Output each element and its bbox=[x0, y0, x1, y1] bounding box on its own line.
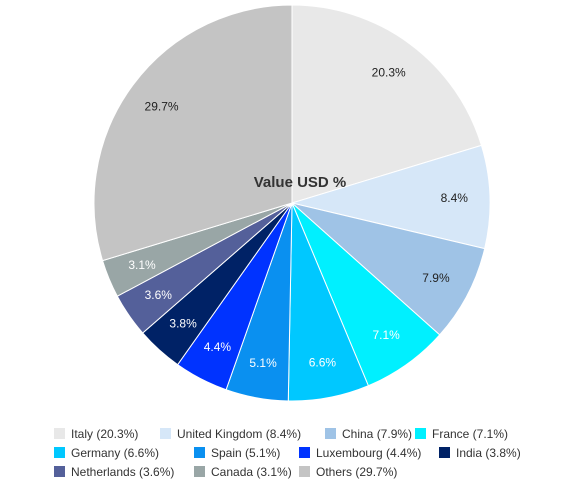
legend-item-china[interactable]: China (7.9%) bbox=[325, 427, 415, 441]
legend-row: Netherlands (3.6%) Canada (3.1%) Others … bbox=[54, 462, 574, 481]
legend-swatch bbox=[415, 428, 426, 439]
legend-swatch bbox=[54, 447, 65, 458]
legend-swatch bbox=[194, 466, 205, 477]
legend-swatch bbox=[160, 428, 171, 439]
legend-row: Germany (6.6%) Spain (5.1%) Luxembourg (… bbox=[54, 443, 574, 462]
legend-swatch bbox=[325, 428, 336, 439]
pie-slices bbox=[93, 4, 491, 402]
legend-swatch bbox=[54, 428, 65, 439]
slice-label-italy: 20.3% bbox=[372, 66, 406, 80]
legend-item-luxembourg[interactable]: Luxembourg (4.4%) bbox=[299, 446, 439, 460]
slice-labels: 20.3% 8.4% 7.9% 7.1% 6.6% 5.1% 4.4% 3.8% 3.6% 3.1… bbox=[128, 66, 468, 370]
pie-slice-italy[interactable] bbox=[291, 4, 483, 204]
legend-label: Luxembourg (4.4%) bbox=[316, 445, 422, 460]
legend-item-france[interactable]: France (7.1%) bbox=[415, 427, 565, 441]
slice-label-france: 7.1% bbox=[373, 328, 401, 342]
legend-label: Germany (6.6%) bbox=[71, 445, 160, 460]
legend-label: Italy (20.3%) bbox=[71, 426, 139, 441]
legend-label: Netherlands (3.6%) bbox=[71, 464, 175, 479]
pie-chart: 20.3% 8.4% 7.9% 7.1% 6.6% 5.1% 4.4% 3.8% 3.6% 3.1… bbox=[93, 4, 491, 402]
legend-label: Others (29.7%) bbox=[316, 464, 398, 479]
slice-label-spain: 5.1% bbox=[249, 356, 277, 370]
slice-label-luxembourg: 4.4% bbox=[204, 340, 232, 354]
pie-slice-others[interactable] bbox=[93, 4, 293, 262]
slice-label-india: 3.8% bbox=[169, 316, 197, 330]
chart-title: Value USD % bbox=[254, 174, 347, 191]
pie-slice-china[interactable] bbox=[291, 202, 486, 336]
slice-label-china: 7.9% bbox=[422, 271, 450, 285]
legend-item-canada[interactable]: Canada (3.1%) bbox=[194, 465, 299, 479]
legend-swatch bbox=[439, 447, 450, 458]
slice-label-canada: 3.1% bbox=[128, 258, 156, 272]
legend-label: China (7.9%) bbox=[342, 426, 413, 441]
slice-label-germany: 6.6% bbox=[309, 355, 337, 369]
slice-label-others: 29.7% bbox=[145, 99, 179, 113]
pie-slice-united-kingdom[interactable] bbox=[290, 144, 491, 250]
slice-label-netherlands: 3.6% bbox=[145, 288, 173, 302]
legend: Italy (20.3%) United Kingdom (8.4%) Chin… bbox=[54, 424, 574, 481]
legend-swatch bbox=[194, 447, 205, 458]
legend-swatch bbox=[54, 466, 65, 477]
legend-item-spain[interactable]: Spain (5.1%) bbox=[194, 446, 299, 460]
legend-item-italy[interactable]: Italy (20.3%) bbox=[54, 427, 160, 441]
legend-item-india[interactable]: India (3.8%) bbox=[439, 446, 549, 460]
legend-item-others[interactable]: Others (29.7%) bbox=[299, 465, 439, 479]
legend-swatch bbox=[299, 447, 310, 458]
legend-label: Spain (5.1%) bbox=[211, 445, 281, 460]
legend-item-netherlands[interactable]: Netherlands (3.6%) bbox=[54, 465, 194, 479]
legend-item-germany[interactable]: Germany (6.6%) bbox=[54, 446, 194, 460]
legend-swatch bbox=[299, 466, 310, 477]
legend-row: Italy (20.3%) United Kingdom (8.4%) Chin… bbox=[54, 424, 574, 443]
legend-label: Canada (3.1%) bbox=[211, 464, 292, 479]
legend-label: United Kingdom (8.4%) bbox=[177, 426, 302, 441]
legend-label: India (3.8%) bbox=[456, 445, 521, 460]
legend-label: France (7.1%) bbox=[432, 426, 509, 441]
legend-item-united-kingdom[interactable]: United Kingdom (8.4%) bbox=[160, 427, 325, 441]
slice-label-united-kingdom: 8.4% bbox=[441, 191, 469, 205]
